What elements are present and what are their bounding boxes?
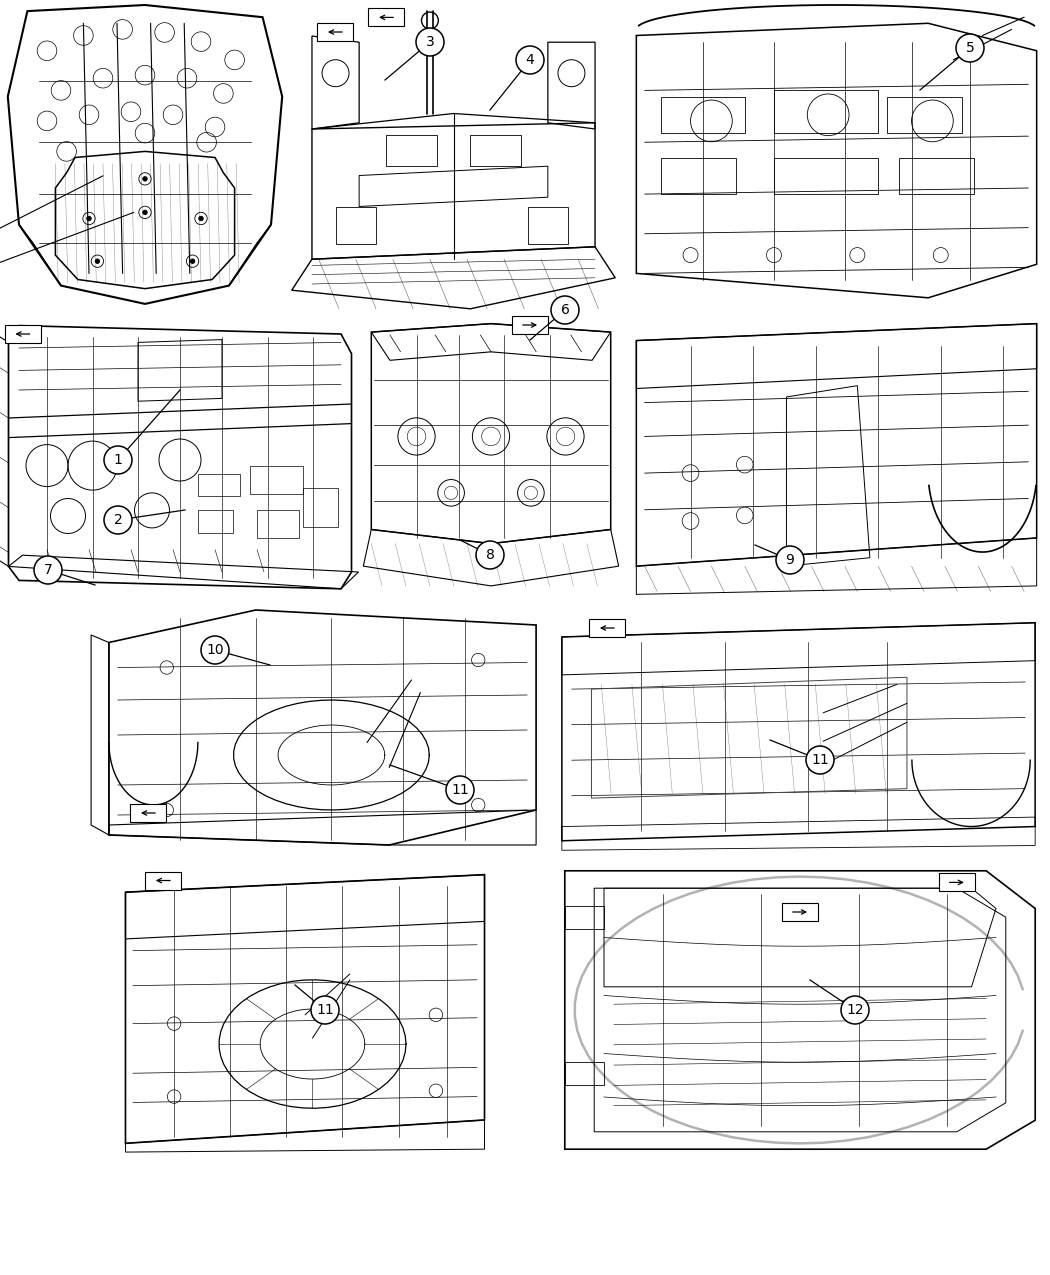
Circle shape <box>516 46 544 74</box>
Circle shape <box>87 217 91 221</box>
Circle shape <box>104 506 132 534</box>
Circle shape <box>143 210 147 214</box>
Text: 7: 7 <box>44 564 52 578</box>
Circle shape <box>776 546 804 574</box>
FancyBboxPatch shape <box>782 903 818 921</box>
Text: 11: 11 <box>316 1003 334 1017</box>
Text: 8: 8 <box>485 548 495 562</box>
Circle shape <box>956 34 984 62</box>
Circle shape <box>104 446 132 474</box>
FancyBboxPatch shape <box>589 618 625 638</box>
Text: 11: 11 <box>811 754 828 768</box>
Text: 11: 11 <box>452 783 469 797</box>
Text: 12: 12 <box>846 1003 864 1017</box>
Circle shape <box>96 259 100 264</box>
Circle shape <box>416 28 444 56</box>
Circle shape <box>311 996 339 1024</box>
Circle shape <box>446 776 474 805</box>
Circle shape <box>841 996 869 1024</box>
Circle shape <box>551 296 579 324</box>
Circle shape <box>143 177 147 181</box>
Circle shape <box>34 556 62 584</box>
FancyBboxPatch shape <box>317 23 353 41</box>
FancyBboxPatch shape <box>512 316 548 334</box>
Circle shape <box>190 259 195 264</box>
Circle shape <box>198 217 204 221</box>
FancyBboxPatch shape <box>4 325 41 343</box>
FancyBboxPatch shape <box>130 805 166 822</box>
FancyBboxPatch shape <box>369 9 404 27</box>
FancyBboxPatch shape <box>145 872 181 890</box>
Text: 5: 5 <box>966 41 974 55</box>
Circle shape <box>476 541 504 569</box>
Circle shape <box>201 636 229 664</box>
Text: 4: 4 <box>526 54 534 68</box>
FancyBboxPatch shape <box>939 873 974 891</box>
Text: 9: 9 <box>785 553 795 567</box>
Text: 10: 10 <box>206 643 224 657</box>
Text: 2: 2 <box>113 513 123 527</box>
Circle shape <box>806 746 834 774</box>
Text: 3: 3 <box>425 34 435 48</box>
Text: 1: 1 <box>113 453 123 467</box>
Text: 6: 6 <box>561 303 569 317</box>
